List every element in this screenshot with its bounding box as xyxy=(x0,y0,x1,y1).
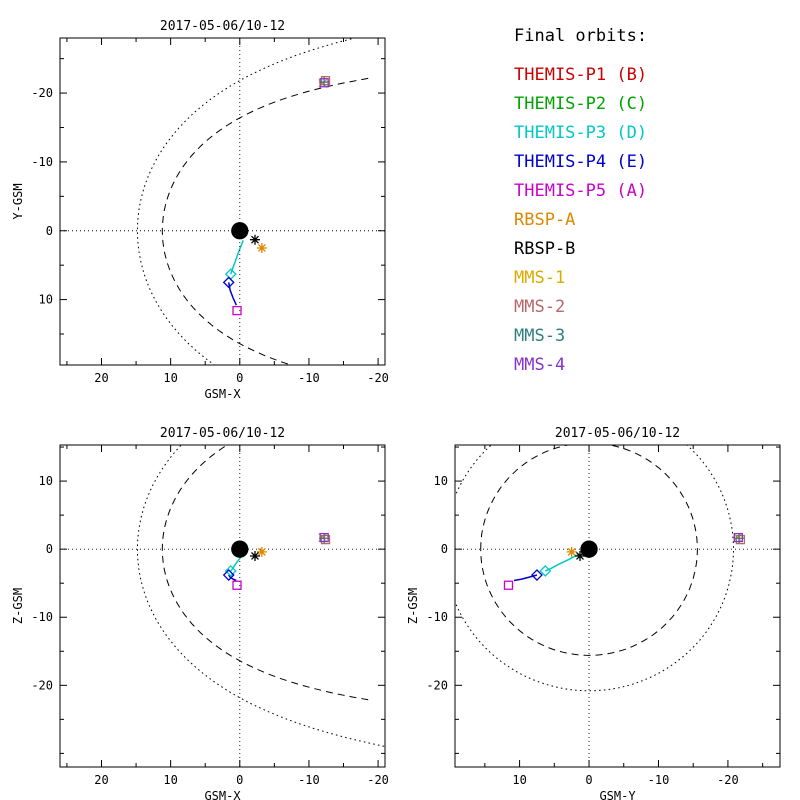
x-tick-label: -20 xyxy=(717,773,739,787)
x-tick-label: -20 xyxy=(367,773,389,787)
trail-themis-p3-d xyxy=(230,240,244,275)
y-tick-label: 0 xyxy=(46,542,53,556)
legend-entry-mms-2: MMS-2 xyxy=(514,297,566,317)
marker-rbsp-a xyxy=(256,242,267,253)
earth-marker xyxy=(231,222,249,240)
x-axis-label: GSM-Y xyxy=(599,789,636,800)
marker-themis-p5-a xyxy=(232,580,242,590)
marker-themis-p4-e xyxy=(222,569,235,581)
plot-frame xyxy=(59,444,386,768)
marker-rbsp-a xyxy=(256,546,267,557)
panel-title: 2017-05-06/10-12 xyxy=(555,426,680,441)
x-tick-label: -10 xyxy=(298,773,320,787)
magnetopause-curve xyxy=(161,445,369,701)
x-tick-label: 20 xyxy=(94,773,108,787)
panel-title: 2017-05-06/10-12 xyxy=(160,19,285,34)
y-tick-label: 0 xyxy=(441,542,448,556)
x-tick-label: 10 xyxy=(512,773,526,787)
legend-entry-mms-4: MMS-4 xyxy=(514,355,566,375)
legend-entry-themis-p5: THEMIS-P5 (A) xyxy=(514,181,648,201)
marker-rbsp-b xyxy=(575,550,585,561)
x-tick-label: 0 xyxy=(585,773,592,787)
x-tick-label: -20 xyxy=(367,371,389,385)
marker-themis-p3-d xyxy=(539,565,552,577)
legend-entry-mms-3: MMS-3 xyxy=(514,326,566,346)
marker-themis-p3-d xyxy=(224,268,237,281)
legend-entry-themis-p1: THEMIS-P1 (B) xyxy=(514,65,648,85)
x-axis-label: GSM-X xyxy=(204,789,241,800)
x-tick-label: 20 xyxy=(94,371,108,385)
marker-mms-4 xyxy=(319,532,329,543)
y-axis-label: Z-GSM xyxy=(11,588,25,624)
y-axis-label: Z-GSM xyxy=(406,588,420,624)
y-tick-label: -20 xyxy=(31,86,53,100)
marker-themis-p5-a xyxy=(503,580,514,590)
marker-rbsp-a xyxy=(566,546,577,557)
orbit-panel-xz: 20 10 0 -10 -20 10 0 -10 -20 2017-05-06/10-12 GSM-… xyxy=(11,426,389,800)
marker-rbsp-b xyxy=(250,234,260,245)
y-tick-label: -20 xyxy=(31,678,53,692)
y-tick-label: 0 xyxy=(46,224,53,238)
y-tick-label: -10 xyxy=(31,610,53,624)
x-tick-label: 0 xyxy=(236,773,243,787)
marker-mms-2 xyxy=(320,76,331,86)
y-tick-label: -10 xyxy=(31,155,53,169)
legend-title: Final orbits: xyxy=(514,26,648,46)
marker-mms-4 xyxy=(733,532,743,543)
marker-mms-2 xyxy=(320,534,331,545)
legend-entry-themis-p2: THEMIS-P2 (C) xyxy=(514,94,648,114)
orbit-panel-yz: 10 0 -10 -20 10 0 -10 -20 2017-05-06/10-12 GSM-Y Z… xyxy=(406,426,781,800)
marker-themis-p4-e xyxy=(531,569,543,581)
x-tick-label: 10 xyxy=(163,371,177,385)
earth-marker xyxy=(580,540,598,558)
trail-themis-p3-d xyxy=(545,553,580,572)
panel-clipped-layer xyxy=(136,445,385,747)
legend: Final orbits: THEMIS-P1 (B) THEMIS-P2 (C… xyxy=(514,24,647,380)
legend-entry-rbsp-a: RBSP-A xyxy=(514,210,576,230)
plot-frame xyxy=(59,37,386,366)
orbit-panel-xy: 20 10 0 -10 -20 -20 -10 0 10 2017-05-06/10-12 GSM-… xyxy=(11,19,389,401)
marker-rbsp-b xyxy=(250,550,260,561)
marker-mms-2 xyxy=(735,534,746,545)
plot-frame xyxy=(454,444,781,768)
x-tick-label: 0 xyxy=(236,371,243,385)
bow-shock-curve xyxy=(455,445,735,692)
y-tick-label: 10 xyxy=(39,474,53,488)
magnetopause-curve xyxy=(480,445,698,656)
legend-entry-themis-p4: THEMIS-P4 (E) xyxy=(514,152,648,172)
y-tick-label: 10 xyxy=(39,293,53,307)
marker-themis-p3-d xyxy=(224,565,237,577)
y-tick-label: -10 xyxy=(426,610,448,624)
y-tick-label: -20 xyxy=(426,678,448,692)
marker-themis-p5-a xyxy=(232,305,242,316)
panel-title: 2017-05-06/10-12 xyxy=(160,426,285,441)
marker-themis-p4-e xyxy=(222,276,235,289)
x-tick-label: -10 xyxy=(298,371,320,385)
y-axis-label: Y-GSM xyxy=(11,183,25,219)
marker-mms-4 xyxy=(319,78,329,88)
x-tick-label: 10 xyxy=(163,773,177,787)
x-axis-label: GSM-X xyxy=(204,387,241,401)
legend-entry-rbsp-b: RBSP-B xyxy=(514,239,576,259)
y-tick-label: 10 xyxy=(434,474,448,488)
bow-shock-curve xyxy=(136,445,385,747)
earth-marker xyxy=(231,540,249,558)
legend-entry-mms-1: MMS-1 xyxy=(514,268,566,288)
magnetopause-curve xyxy=(161,77,369,365)
legend-entry-themis-p3: THEMIS-P3 (D) xyxy=(514,123,648,143)
x-tick-label: -10 xyxy=(648,773,670,787)
